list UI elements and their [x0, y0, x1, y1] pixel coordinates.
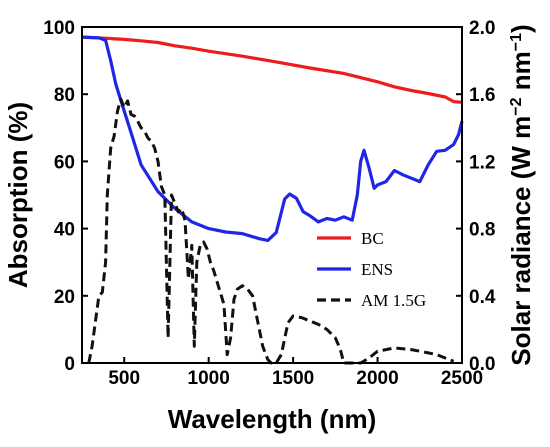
legend-label-bc: BC [361, 229, 384, 248]
legend-label-ens: ENS [361, 260, 393, 279]
legend: BC ENS AM 1.5G [317, 229, 426, 310]
y-right-tick-label: 1.6 [469, 85, 495, 106]
y-axis-right-label: Solar radiance (W m−2 nm−1) [506, 24, 536, 365]
series-line-ens [81, 35, 464, 242]
series-line-bc [81, 35, 463, 104]
x-tick-label: 2500 [441, 368, 483, 389]
series-layer [81, 35, 464, 365]
x-tick-label: 2000 [356, 368, 398, 389]
x-axis-label: Wavelength (nm) [168, 404, 376, 434]
plot-frame [81, 26, 463, 364]
y-left-tick-label: 40 [54, 220, 75, 241]
x-tick-label: 1000 [188, 368, 230, 389]
legend-label-am-1-5g: AM 1.5G [361, 291, 426, 310]
series-line-am-1-5g [87, 97, 455, 365]
x-tick-label: 500 [108, 368, 140, 389]
x-tick-label: 1500 [272, 368, 314, 389]
y-right-tick-label: 2.0 [469, 18, 495, 39]
y-right-tick-label: 0.8 [469, 220, 495, 241]
y-left-tick-label: 0 [64, 354, 75, 375]
y-left-tick-label: 20 [54, 287, 75, 308]
y-right-tick-label: 0.4 [469, 287, 496, 308]
y-left-tick-label: 80 [54, 85, 75, 106]
ticks-layer: 500 1000 1500 2000 2500 0 20 40 60 80 100 0.0 0.4 0.8… [43, 18, 496, 389]
y-left-tick-label: 60 [54, 152, 75, 173]
y-right-tick-label: 1.2 [469, 152, 495, 173]
y-left-tick-label: 100 [43, 18, 75, 39]
y-right-tick-label: 0.0 [469, 354, 495, 375]
y-axis-left-label: Absorption (%) [3, 102, 33, 288]
